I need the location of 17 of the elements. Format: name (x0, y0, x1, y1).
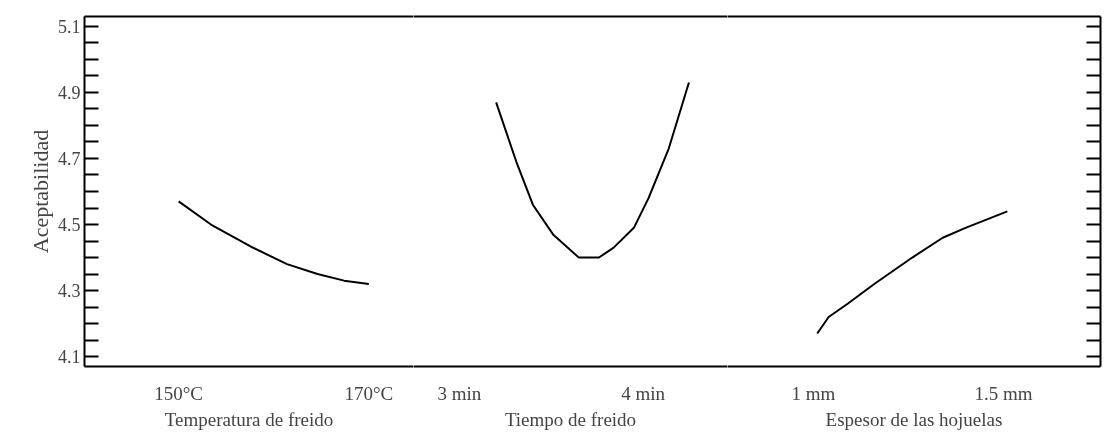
x-axis-title: Espesor de las hojuelas (825, 408, 1003, 430)
y-tick-label: 4.3 (58, 281, 81, 302)
x-tick-label: 150°C (154, 382, 204, 404)
line-series (177, 200, 370, 285)
x-tick-label: 4 min (621, 382, 666, 404)
y-tick-label: 5.1 (58, 16, 81, 37)
y-tick-label: 4.7 (58, 148, 81, 169)
y-axis-title: Aceptabilidad (28, 129, 53, 254)
x-tick-label: 3 min (437, 382, 482, 404)
y-tick-label: 4.9 (58, 82, 81, 103)
x-axis-title: Tiempo de freido (504, 408, 637, 430)
y-tick-label: 4.1 (58, 347, 81, 368)
x-tick-label: 1.5 mm (974, 382, 1033, 404)
y-tick-label: 4.5 (58, 215, 81, 236)
x-tick-label: 170°C (344, 382, 394, 404)
x-tick-label: 1 mm (791, 382, 836, 404)
x-axis-title: Temperatura de freido (164, 408, 334, 430)
